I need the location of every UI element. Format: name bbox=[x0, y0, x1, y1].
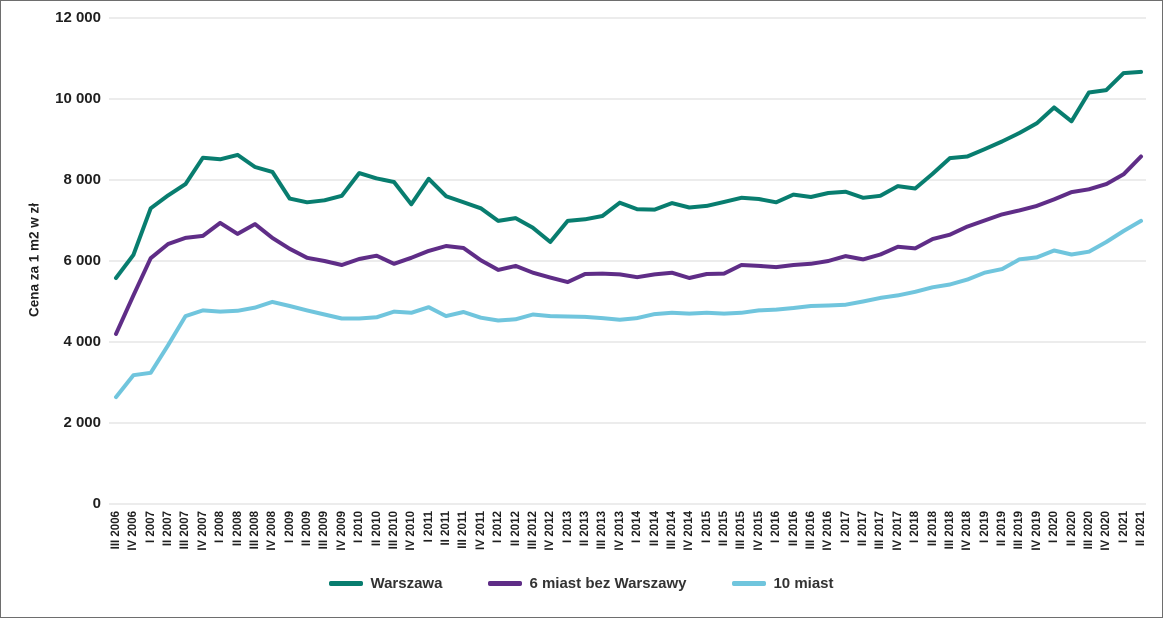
x-axis-tick-label: I 2017 bbox=[839, 511, 852, 543]
x-axis-tick-label: III 2012 bbox=[526, 511, 539, 550]
y-axis-tick-label: 10 000 bbox=[55, 90, 101, 107]
x-axis-tick-label: III 2020 bbox=[1082, 511, 1095, 550]
x-axis-tick-label: II 2018 bbox=[926, 511, 939, 547]
x-axis-tick-label: I 2013 bbox=[561, 511, 574, 543]
x-axis-tick-label: IV 2008 bbox=[266, 511, 279, 551]
x-axis-tick-label: III 2016 bbox=[804, 511, 817, 550]
legend-item-6-miast: 6 miast bez Warszawy bbox=[488, 575, 686, 592]
y-axis-tick-label: 2 000 bbox=[63, 414, 101, 431]
x-axis-tick-label: III 2006 bbox=[110, 511, 122, 550]
x-axis-tick-label: IV 2010 bbox=[405, 511, 418, 551]
legend-label-6-miast: 6 miast bez Warszawy bbox=[529, 575, 687, 592]
x-axis-tick-label: I 2019 bbox=[978, 511, 991, 543]
x-axis-tick-label: III 2014 bbox=[665, 511, 678, 550]
x-axis-tick-label: III 2015 bbox=[735, 511, 748, 550]
x-axis-tick-label: IV 2019 bbox=[1030, 511, 1043, 551]
10-miast-line-swatch bbox=[732, 581, 767, 586]
6-miast-line-swatch bbox=[488, 581, 523, 586]
x-axis-tick-label: II 2021 bbox=[1135, 511, 1147, 547]
y-axis-tick-label: 8 000 bbox=[63, 171, 101, 188]
x-axis-tick-label: III 2010 bbox=[387, 511, 400, 550]
x-axis-tick-label: II 2008 bbox=[231, 511, 244, 547]
x-axis-tick-label: II 2012 bbox=[509, 511, 522, 547]
legend-item-warszawa: Warszawa bbox=[329, 575, 442, 592]
x-axis-tick-label: III 2013 bbox=[596, 511, 609, 550]
x-axis-tick-label: I 2011 bbox=[422, 511, 435, 543]
x-axis-tick-label: II 2010 bbox=[370, 511, 383, 547]
y-axis-tick-label: 6 000 bbox=[63, 252, 101, 269]
x-axis-tick-label: II 2011 bbox=[440, 511, 453, 546]
x-axis-tick-label: II 2015 bbox=[718, 511, 731, 547]
warszawa-line-swatch bbox=[329, 581, 364, 586]
x-axis-tick-label: II 2007 bbox=[162, 511, 175, 547]
x-axis-tick-label: IV 2016 bbox=[822, 511, 835, 551]
x-axis-tick-label: IV 2015 bbox=[752, 511, 765, 551]
x-axis-tick-label: I 2018 bbox=[909, 511, 922, 543]
x-axis-tick-label: IV 2006 bbox=[127, 511, 140, 551]
chart-legend: Warszawa 6 miast bez Warszawy 10 miast bbox=[1, 575, 1162, 592]
x-axis-tick-label: II 2009 bbox=[301, 511, 314, 547]
y-axis-tick-label: 4 000 bbox=[63, 333, 101, 350]
x-axis-tick-label: II 2014 bbox=[648, 511, 661, 547]
x-axis-tick-label: III 2011 bbox=[457, 511, 470, 549]
legend-label-10-miast: 10 miast bbox=[773, 575, 834, 592]
x-axis-tick-label: I 2016 bbox=[770, 511, 783, 543]
x-axis-tick-label: I 2008 bbox=[214, 511, 227, 543]
legend-item-10-miast: 10 miast bbox=[732, 575, 834, 592]
x-axis-tick-label: I 2014 bbox=[631, 511, 644, 543]
x-axis-tick-label: IV 2011 bbox=[474, 511, 487, 551]
x-axis-tick-label: IV 2009 bbox=[335, 511, 348, 551]
x-axis-tick-label: I 2012 bbox=[492, 511, 505, 543]
x-axis-tick-label: IV 2013 bbox=[613, 511, 626, 551]
x-axis-tick-label: I 2015 bbox=[700, 511, 713, 543]
y-axis-tick-label: 12 000 bbox=[55, 9, 101, 26]
x-axis-tick-label: III 2018 bbox=[943, 511, 956, 550]
legend-label-warszawa: Warszawa bbox=[370, 575, 443, 592]
x-axis-tick-label: I 2009 bbox=[283, 511, 296, 543]
x-axis-tick-label: IV 2012 bbox=[544, 511, 557, 551]
x-axis-tick-label: III 2007 bbox=[179, 511, 192, 550]
x-axis-tick-label: I 2021 bbox=[1117, 511, 1130, 543]
x-axis-tick-label: IV 2020 bbox=[1100, 511, 1113, 551]
x-axis-tick-label: IV 2018 bbox=[961, 511, 974, 551]
x-axis-tick-label: II 2020 bbox=[1065, 511, 1078, 547]
x-axis-tick-label: I 2007 bbox=[144, 511, 157, 543]
x-axis-tick-label: II 2017 bbox=[857, 511, 870, 547]
x-axis-tick-label: III 2019 bbox=[1013, 511, 1026, 550]
x-axis-tick-label: III 2017 bbox=[874, 511, 887, 550]
x-axis-tick-label: II 2016 bbox=[787, 511, 800, 547]
x-axis-tick-label: I 2020 bbox=[1048, 511, 1061, 543]
y-axis-tick-label: 0 bbox=[92, 495, 101, 512]
x-axis-tick-label: I 2010 bbox=[353, 511, 366, 543]
x-axis-tick-label: III 2008 bbox=[248, 511, 261, 550]
x-axis-tick-label: IV 2014 bbox=[683, 511, 696, 551]
x-axis-tick-label: II 2013 bbox=[579, 511, 592, 547]
x-axis-tick-label: III 2009 bbox=[318, 511, 331, 550]
x-axis-tick-label: II 2019 bbox=[996, 511, 1009, 547]
x-axis-tick-label: IV 2007 bbox=[196, 511, 209, 551]
x-axis-tick-label: IV 2017 bbox=[891, 511, 904, 551]
